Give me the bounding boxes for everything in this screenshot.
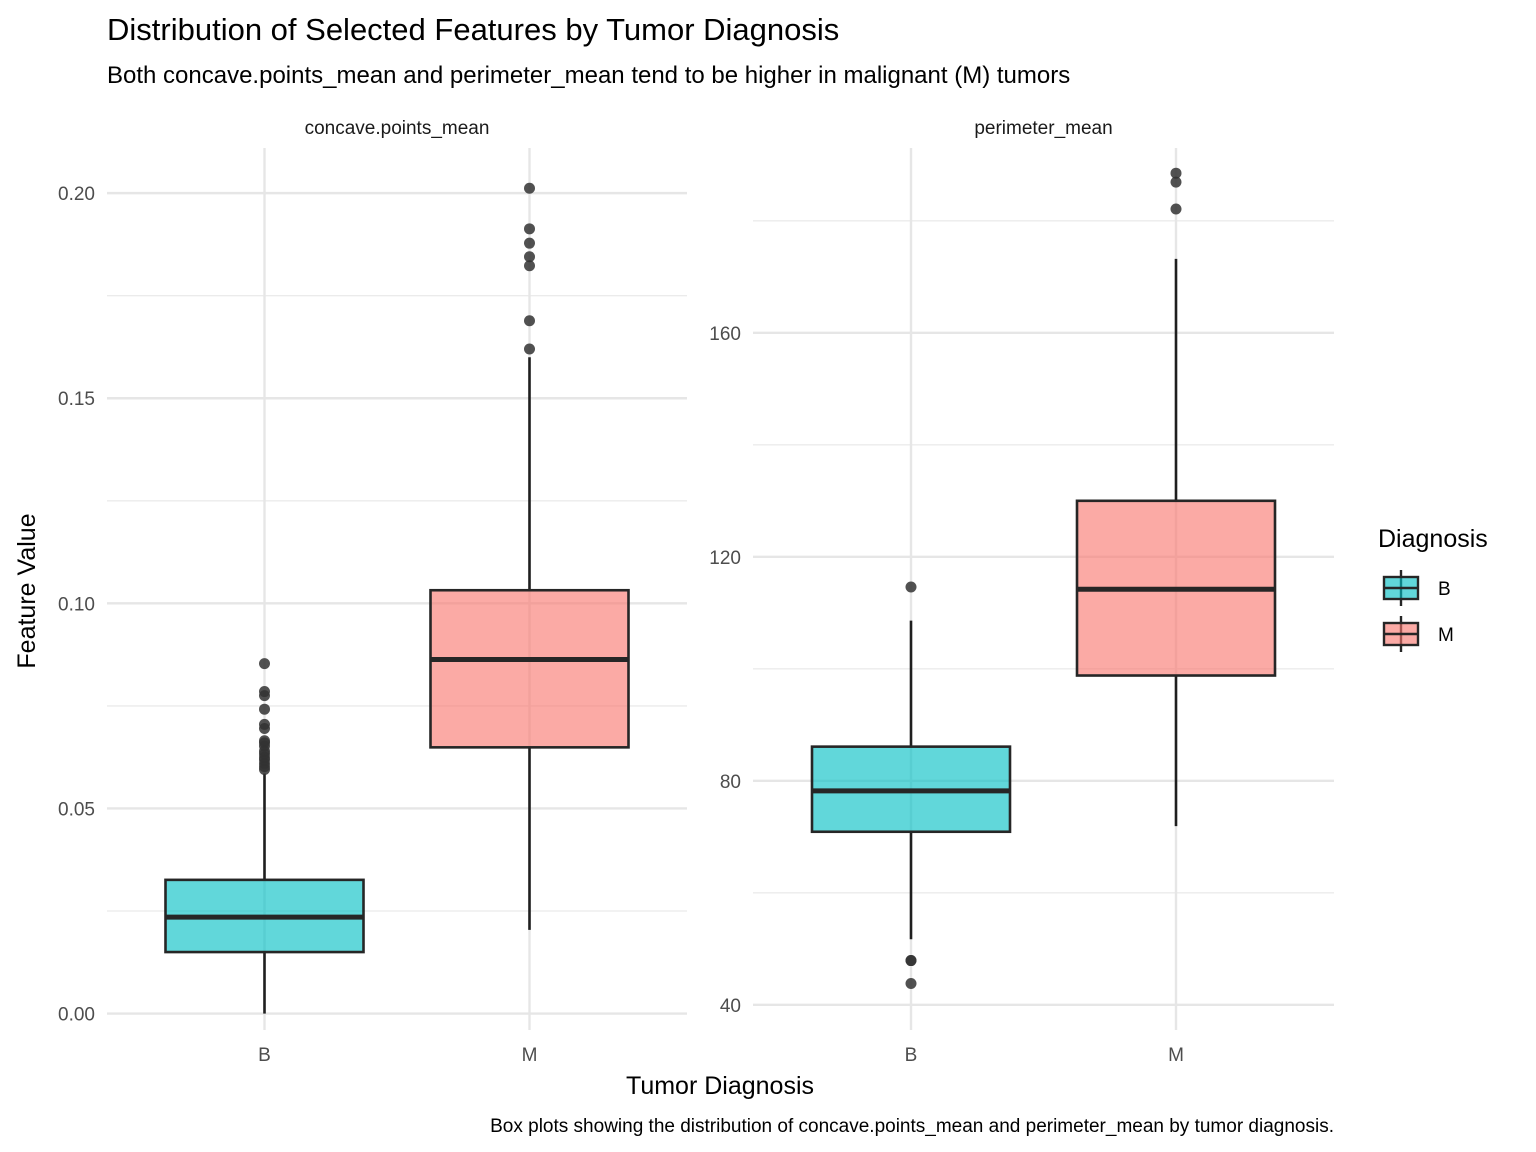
y-tick-label: 0.15 [58,389,95,410]
y-axis-title: Feature Value [13,513,41,668]
outlier-point [259,703,270,715]
y-tick-label: 0.05 [58,799,95,820]
outlier-point [524,260,535,272]
box-B [164,658,365,1014]
outlier-point [905,955,917,967]
outlier-point [524,343,535,355]
outlier-point [259,735,270,747]
facet-panel-concave.points_mean: concave.points_mean 0.00 0.05 0.10 0.15 0.20 B… [58,118,687,1066]
box-M [1075,167,1277,827]
y-tick-label: 80 [720,772,741,793]
outlier-point [524,315,535,327]
x-tick-label: B [905,1045,918,1066]
chart-subtitle: Both concave.points_mean and perimeter_m… [107,62,1070,89]
outlier-point [524,237,535,249]
box-body [429,588,630,749]
facet-panels: concave.points_mean 0.00 0.05 0.10 0.15 0.20 B… [58,118,1334,1066]
outlier-point [1170,176,1182,188]
outlier-point [259,658,270,670]
chart-title: Distribution of Selected Features by Tum… [107,12,839,47]
outlier-point [905,978,917,990]
legend-label: B [1438,579,1451,600]
outlier-point [524,223,535,235]
facet-strip-label: perimeter_mean [974,118,1112,139]
outlier-point [905,581,917,593]
x-tick-label: M [1168,1045,1184,1066]
legend-entry-B: B [1382,570,1451,606]
facet-panel-perimeter_mean: perimeter_mean 40 80 120 160 B M [709,118,1334,1066]
x-tick-label: B [258,1045,271,1066]
y-tick-label: 0.20 [58,184,95,205]
box-B [810,581,1012,990]
y-tick-label: 0.10 [58,594,95,615]
outlier-point [524,182,535,194]
chart-caption: Box plots showing the distribution of co… [490,1116,1334,1137]
legend: Diagnosis B M [1378,525,1488,652]
legend-label: M [1438,625,1454,646]
outlier-point [259,686,270,698]
box-M [429,182,630,930]
outlier-point [259,718,270,730]
outlier-point [1170,203,1182,215]
y-tick-label: 0.00 [58,1005,95,1026]
y-tick-label: 160 [709,324,741,345]
x-tick-label: M [522,1045,538,1066]
y-tick-label: 120 [709,548,741,569]
outlier-point [1170,167,1182,179]
legend-title: Diagnosis [1378,525,1488,553]
legend-entry-M: M [1382,616,1454,652]
facet-strip-label: concave.points_mean [305,118,490,139]
x-axis-title: Tumor Diagnosis [626,1072,814,1100]
y-tick-label: 40 [720,996,741,1017]
outlier-point [524,251,535,263]
